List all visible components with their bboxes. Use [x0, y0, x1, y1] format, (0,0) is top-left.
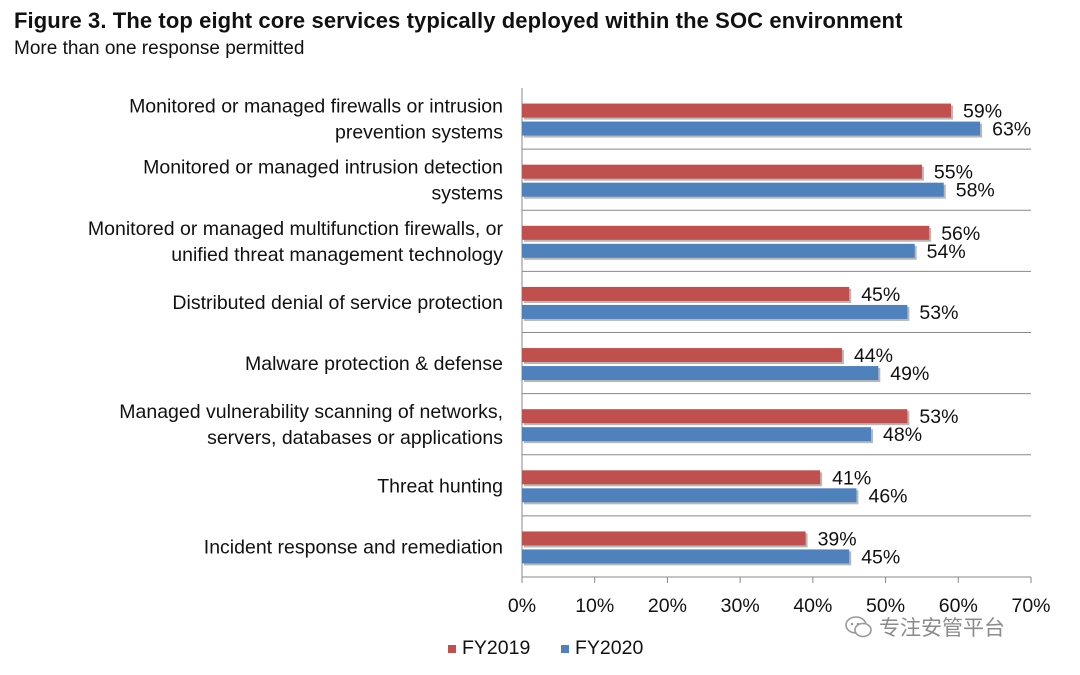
data-label: 56%: [941, 223, 980, 245]
data-label: 58%: [956, 180, 995, 202]
chart-subtitle: More than one response permitted: [14, 38, 305, 59]
category-label: Monitored or managed multifunction firew…: [88, 218, 504, 240]
legend-label: FY2020: [575, 637, 643, 659]
category-label: Monitored or managed firewalls or intrus…: [129, 96, 503, 118]
category-label: servers, databases or applications: [207, 427, 503, 449]
legend-label: FY2019: [462, 637, 530, 659]
bar-fy2019: [522, 470, 821, 485]
bar-fy2020: [522, 427, 872, 442]
bar-fy2020: [522, 549, 850, 564]
x-tick-label: 70%: [1011, 595, 1050, 617]
category-label: Managed vulnerability scanning of networ…: [119, 401, 503, 423]
category-label: prevention systems: [335, 122, 503, 144]
legend-swatch: [561, 645, 569, 653]
category-label: Threat hunting: [377, 475, 503, 497]
bar-fy2019: [522, 348, 842, 363]
data-label: 39%: [818, 528, 857, 550]
data-label: 48%: [883, 424, 922, 446]
legend-swatch: [448, 645, 456, 653]
data-label: 45%: [861, 284, 900, 306]
bar-fy2019: [522, 103, 952, 118]
data-label: 46%: [868, 485, 907, 507]
chart-title: Figure 3. The top eight core services ty…: [14, 8, 903, 33]
bar-fy2020: [522, 182, 944, 197]
category-label: unified threat management technology: [171, 244, 503, 266]
data-label: 44%: [854, 345, 893, 367]
x-tick-label: 20%: [648, 595, 687, 617]
data-label: 54%: [927, 241, 966, 263]
x-tick-label: 0%: [508, 595, 536, 617]
data-label: 41%: [832, 467, 871, 489]
x-tick-label: 10%: [575, 595, 614, 617]
data-label: 55%: [934, 162, 973, 184]
category-label: systems: [431, 183, 503, 205]
bar-fy2019: [522, 225, 930, 240]
category-label: Malware protection & defense: [245, 353, 503, 375]
x-tick-label: 30%: [721, 595, 760, 617]
bar-fy2020: [522, 304, 908, 319]
bar-fy2019: [522, 286, 850, 301]
data-label: 49%: [890, 363, 929, 385]
bar-fy2019: [522, 164, 922, 179]
category-label: Incident response and remediation: [204, 536, 503, 558]
data-label: 59%: [963, 101, 1002, 123]
bar-fy2020: [522, 488, 857, 503]
bar-fy2020: [522, 121, 981, 136]
data-label: 45%: [861, 546, 900, 568]
data-label: 63%: [992, 119, 1031, 141]
x-tick-label: 60%: [939, 595, 978, 617]
chat-bubble-icon: [845, 616, 872, 638]
data-label: 53%: [919, 406, 958, 428]
x-tick-label: 40%: [793, 595, 832, 617]
x-tick-label: 50%: [866, 595, 905, 617]
bar-fy2019: [522, 531, 806, 546]
data-label: 53%: [919, 302, 958, 324]
watermark-text: 专注安管平台: [879, 617, 1005, 640]
bar-fy2019: [522, 409, 908, 424]
category-label: Monitored or managed intrusion detection: [143, 157, 503, 179]
bar-fy2020: [522, 366, 879, 381]
watermark: 专注安管平台: [845, 612, 1005, 642]
bar-fy2020: [522, 243, 915, 258]
category-label: Distributed denial of service protection: [172, 292, 503, 314]
